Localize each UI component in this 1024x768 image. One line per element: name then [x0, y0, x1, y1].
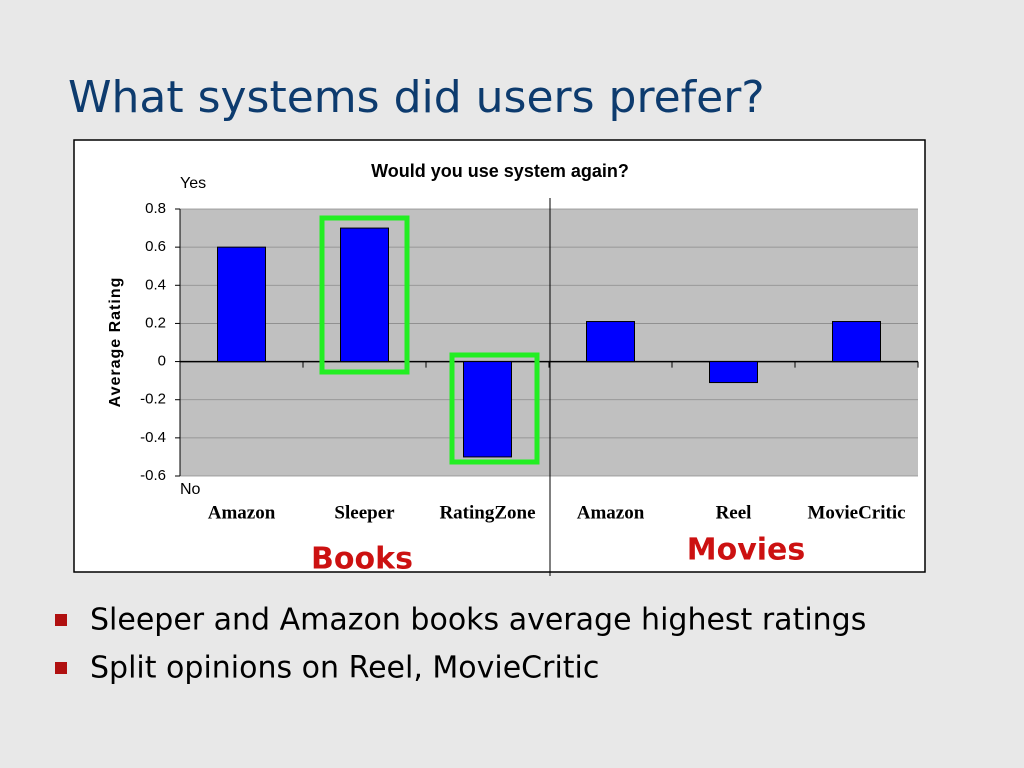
x-tick-label: Amazon [208, 502, 276, 523]
chart-title: Would you use system again? [371, 161, 629, 181]
bar [217, 246, 266, 363]
group-label: Books [311, 542, 413, 577]
x-tick-label: MovieCritic [807, 502, 905, 523]
bullet-marker [55, 662, 67, 674]
bullet-text: Split opinions on Reel, MovieCritic [90, 651, 599, 686]
x-tick-label: RatingZone [439, 502, 535, 523]
y-top-label: Yes [180, 175, 206, 192]
y-tick-label: 0.6 [145, 238, 166, 255]
x-tick-label: Amazon [577, 502, 645, 523]
slide-title: What systems did users prefer? [68, 72, 765, 123]
plot-area [180, 209, 918, 476]
y-tick-label: 0.8 [145, 200, 166, 217]
y-tick-label: -0.2 [140, 391, 166, 408]
bar [709, 361, 758, 384]
y-axis-label: Average Rating [107, 277, 124, 408]
y-bottom-label: No [180, 481, 201, 498]
bar [586, 321, 635, 363]
y-tick-label: 0 [158, 353, 166, 370]
highlight-box [319, 215, 410, 375]
x-tick-label: Sleeper [334, 502, 395, 523]
bullet-text: Sleeper and Amazon books average highest… [90, 603, 866, 638]
bar [463, 361, 512, 458]
y-tick-label: -0.4 [140, 429, 166, 446]
y-tick-label: 0.2 [145, 314, 166, 331]
bullet-marker [55, 614, 67, 626]
highlight-box [449, 352, 540, 465]
y-tick-label: -0.6 [140, 467, 166, 484]
y-tick-label: 0.4 [145, 276, 166, 293]
x-tick-label: Reel [716, 502, 752, 523]
group-label: Movies [687, 533, 806, 568]
bar [832, 321, 881, 363]
bar [340, 227, 389, 363]
